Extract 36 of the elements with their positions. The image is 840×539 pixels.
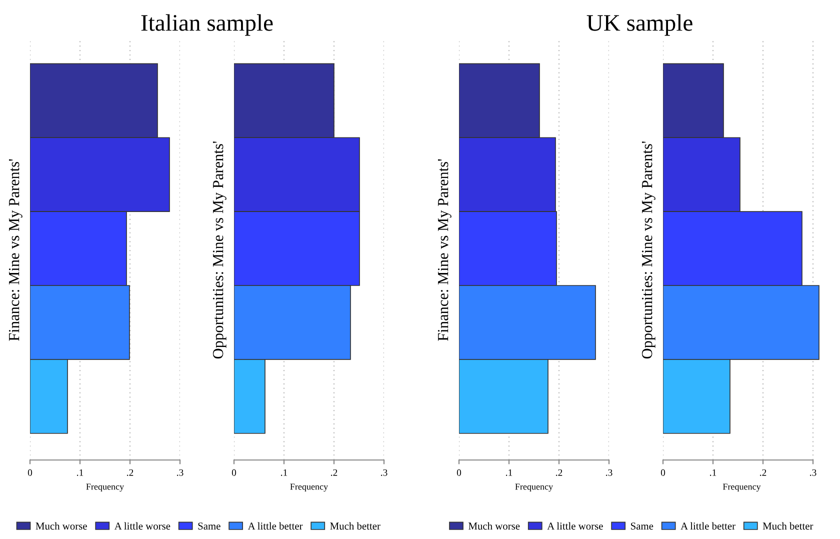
x-axis-title: Frequency [86,484,124,492]
x-tick-label: .2 [330,469,338,476]
x-tick-label: 0 [456,469,462,476]
legend-label: Same [631,522,654,530]
x-tick-label: 0 [232,469,236,476]
x-tick-label: .3 [380,469,388,476]
chart-title: Italian sample [141,14,273,36]
chart-title: UK sample [586,14,692,36]
legend-label: Much better [762,522,814,530]
legend-label: Much worse [36,522,87,530]
x-axis-title: Frequency [722,484,761,492]
x-tick-label: .3 [810,469,816,476]
legend-label: A little better [248,522,303,530]
x-tick-label: .2 [556,469,562,476]
x-tick-label: .1 [506,469,512,476]
x-tick-label: .2 [126,469,134,476]
x-tick-label: 0 [660,469,666,476]
x-tick-label: .2 [760,469,766,476]
y-axis-title: Finance: Mine vs My Parents' [438,159,452,341]
y-axis-title: Opportunities: Mine vs My Parents' [642,141,656,359]
y-axis-title: Opportunities: Mine vs My Parents' [212,141,226,359]
x-tick-label: .1 [280,469,288,476]
legend-label: A little worse [547,522,603,530]
x-tick-label: .1 [76,469,84,476]
legend-label: Much worse [468,522,520,530]
x-axis-title: Frequency [515,484,554,492]
x-axis-title: Frequency [290,484,328,492]
x-tick-label: .3 [176,469,184,476]
x-tick-label: 0 [28,469,32,476]
y-axis-title: Finance: Mine vs My Parents' [8,159,22,341]
legend-label: A little better [680,522,736,530]
legend-label: Much better [330,522,380,530]
x-tick-label: .3 [606,469,612,476]
x-tick-label: .1 [710,469,716,476]
legend-label: A little worse [114,522,170,530]
legend-label: Same [198,522,220,530]
